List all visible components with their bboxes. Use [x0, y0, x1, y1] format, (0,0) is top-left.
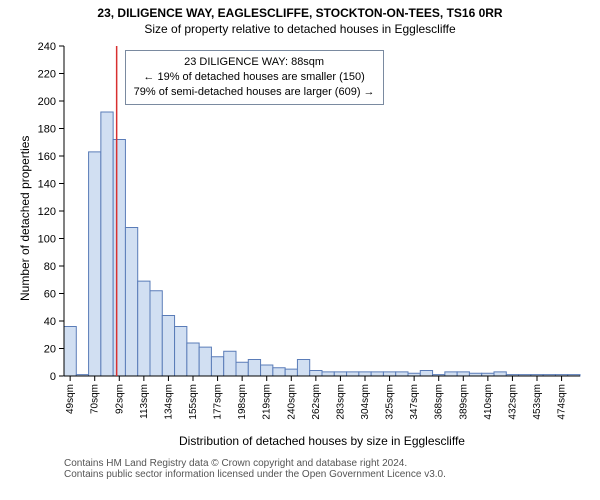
svg-text:92sqm: 92sqm: [114, 384, 125, 414]
credits-line-2: Contains public sector information licen…: [64, 469, 446, 480]
svg-text:155sqm: 155sqm: [188, 384, 199, 420]
svg-text:134sqm: 134sqm: [163, 384, 174, 420]
svg-text:200: 200: [38, 96, 56, 108]
annotation-line-2: ← 19% of detached houses are smaller (15…: [134, 70, 375, 85]
svg-text:240: 240: [38, 41, 56, 53]
x-axis-label: Distribution of detached houses by size …: [64, 434, 580, 448]
svg-text:432sqm: 432sqm: [507, 384, 518, 420]
credits: Contains HM Land Registry data © Crown c…: [64, 458, 446, 480]
svg-text:453sqm: 453sqm: [532, 384, 543, 420]
svg-text:160: 160: [38, 151, 56, 163]
svg-text:198sqm: 198sqm: [237, 384, 248, 420]
svg-text:410sqm: 410sqm: [483, 384, 494, 420]
svg-text:0: 0: [50, 371, 56, 383]
svg-text:177sqm: 177sqm: [213, 384, 224, 420]
chart-container: 23, DILIGENCE WAY, EAGLESCLIFFE, STOCKTO…: [0, 0, 600, 500]
svg-text:325sqm: 325sqm: [385, 384, 396, 420]
svg-text:49sqm: 49sqm: [65, 384, 76, 414]
annotation-line-1: 23 DILIGENCE WAY: 88sqm: [134, 55, 375, 70]
svg-text:240sqm: 240sqm: [286, 384, 297, 420]
svg-text:262sqm: 262sqm: [311, 384, 322, 420]
svg-text:389sqm: 389sqm: [458, 384, 469, 420]
svg-text:40: 40: [44, 316, 56, 328]
svg-text:20: 20: [44, 344, 56, 356]
svg-text:100: 100: [38, 234, 56, 246]
svg-text:283sqm: 283sqm: [335, 384, 346, 420]
svg-text:70sqm: 70sqm: [90, 384, 101, 414]
svg-text:120: 120: [38, 206, 56, 218]
svg-text:219sqm: 219sqm: [262, 384, 273, 420]
svg-text:220: 220: [38, 69, 56, 81]
svg-text:180: 180: [38, 124, 56, 136]
svg-text:60: 60: [44, 289, 56, 301]
svg-text:80: 80: [44, 261, 56, 273]
svg-text:368sqm: 368sqm: [434, 384, 445, 420]
svg-text:347sqm: 347sqm: [409, 384, 420, 420]
credits-line-1: Contains HM Land Registry data © Crown c…: [64, 458, 446, 469]
svg-text:113sqm: 113sqm: [139, 384, 150, 419]
svg-text:304sqm: 304sqm: [360, 384, 371, 420]
svg-text:474sqm: 474sqm: [557, 384, 568, 420]
annotation-box: 23 DILIGENCE WAY: 88sqm ← 19% of detache…: [125, 50, 384, 105]
svg-text:140: 140: [38, 179, 56, 191]
annotation-line-3: 79% of semi-detached houses are larger (…: [134, 85, 375, 100]
